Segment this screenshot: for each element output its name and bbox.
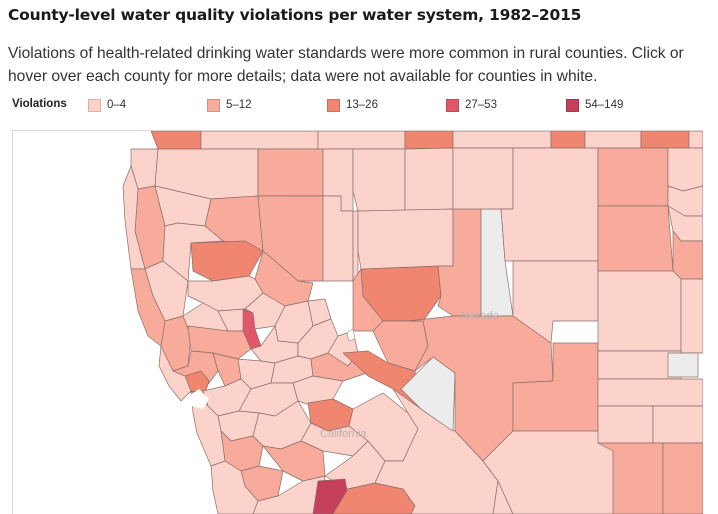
legend-swatch bbox=[88, 98, 101, 112]
county[interactable] bbox=[452, 131, 552, 149]
legend-swatch bbox=[446, 98, 459, 112]
county[interactable] bbox=[158, 345, 192, 402]
county[interactable] bbox=[210, 460, 259, 514]
county[interactable] bbox=[667, 352, 699, 378]
county[interactable] bbox=[252, 475, 326, 514]
county[interactable] bbox=[130, 268, 166, 347]
california-label: California bbox=[320, 428, 367, 440]
county[interactable] bbox=[640, 131, 690, 149]
county[interactable] bbox=[662, 442, 703, 514]
map-legend: Violations 0–4 5–12 13–26 27–53 54–149 bbox=[12, 97, 702, 115]
legend-label: 5–12 bbox=[226, 99, 252, 111]
county[interactable] bbox=[452, 147, 514, 210]
county[interactable] bbox=[584, 131, 642, 149]
bay-area-water bbox=[189, 389, 209, 409]
county[interactable] bbox=[688, 131, 703, 149]
lake-tahoe bbox=[346, 328, 356, 342]
legend-item-54-149: 54–149 bbox=[566, 97, 623, 113]
legend-swatch bbox=[566, 98, 579, 112]
legend-item-0-4: 0–4 bbox=[88, 97, 126, 113]
county[interactable] bbox=[200, 131, 319, 150]
county[interactable] bbox=[680, 278, 703, 354]
page-title: County-level water quality violations pe… bbox=[8, 6, 582, 24]
county-map-svg[interactable]: Nevada California bbox=[13, 131, 703, 514]
county[interactable] bbox=[597, 205, 674, 272]
legend-label: 0–4 bbox=[107, 99, 127, 111]
county[interactable] bbox=[550, 131, 586, 149]
legend-item-27-53: 27–53 bbox=[446, 97, 497, 113]
page-subtitle: Violations of health-related drinking wa… bbox=[8, 45, 684, 85]
county[interactable] bbox=[257, 148, 324, 197]
legend-title: Violations bbox=[12, 98, 67, 110]
county[interactable] bbox=[404, 131, 454, 150]
county[interactable] bbox=[150, 131, 202, 150]
county[interactable] bbox=[352, 210, 359, 282]
county[interactable] bbox=[357, 208, 454, 270]
county[interactable] bbox=[597, 147, 669, 207]
legend-label: 27–53 bbox=[465, 99, 497, 111]
county[interactable] bbox=[597, 270, 682, 352]
nevada-label: Nevada bbox=[461, 310, 500, 322]
county[interactable] bbox=[667, 147, 703, 192]
county[interactable] bbox=[352, 148, 406, 212]
county[interactable] bbox=[500, 147, 599, 262]
county[interactable] bbox=[404, 147, 454, 212]
legend-label: 54–149 bbox=[585, 99, 624, 111]
county[interactable] bbox=[597, 405, 654, 444]
legend-label: 13–26 bbox=[346, 99, 378, 111]
county[interactable] bbox=[652, 405, 703, 444]
legend-item-13-26: 13–26 bbox=[327, 97, 378, 113]
legend-swatch bbox=[327, 98, 340, 112]
county[interactable] bbox=[190, 240, 264, 282]
county[interactable] bbox=[597, 378, 703, 407]
legend-swatch bbox=[207, 98, 220, 112]
county-map[interactable]: Nevada California bbox=[12, 130, 703, 514]
county[interactable] bbox=[317, 131, 406, 150]
county[interactable] bbox=[597, 442, 664, 514]
legend-item-5-12: 5–12 bbox=[207, 97, 252, 113]
